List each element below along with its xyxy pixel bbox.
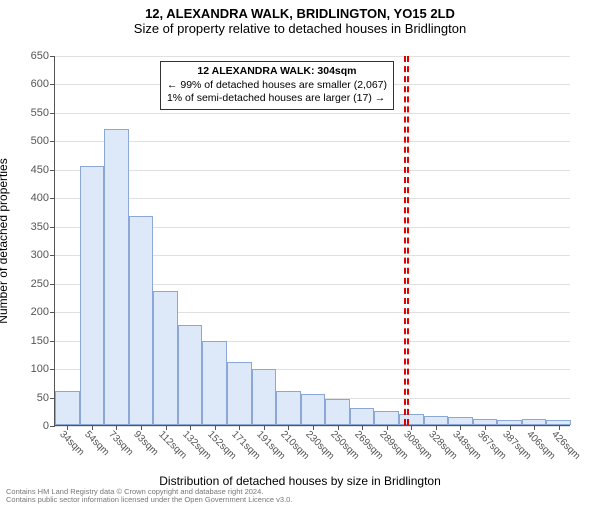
y-tick-label: 250 xyxy=(31,278,49,290)
histogram-bar xyxy=(448,417,473,425)
x-tick-mark xyxy=(362,425,363,430)
histogram-bar xyxy=(129,216,154,425)
x-tick-mark xyxy=(166,425,167,430)
x-tick-mark xyxy=(436,425,437,430)
x-tick-mark xyxy=(460,425,461,430)
info-box-line3: 1% of semi-detached houses are larger (1… xyxy=(167,92,387,106)
x-tick-mark xyxy=(411,425,412,430)
histogram-bar xyxy=(276,391,301,425)
page-title: 12, ALEXANDRA WALK, BRIDLINGTON, YO15 2L… xyxy=(0,6,600,21)
info-box-line2: ← 99% of detached houses are smaller (2,… xyxy=(167,79,387,93)
y-tick-label: 400 xyxy=(31,192,49,204)
info-box-header: 12 ALEXANDRA WALK: 304sqm xyxy=(167,65,387,79)
x-tick-mark xyxy=(387,425,388,430)
y-tick-label: 550 xyxy=(31,107,49,119)
x-tick-mark xyxy=(67,425,68,430)
y-tick-label: 450 xyxy=(31,164,49,176)
histogram-bar xyxy=(350,408,375,425)
x-tick-mark xyxy=(485,425,486,430)
y-tick-label: 100 xyxy=(31,363,49,375)
y-tick-label: 0 xyxy=(43,420,49,432)
histogram-bar xyxy=(374,411,399,425)
histogram-bar xyxy=(546,420,571,425)
x-tick-mark xyxy=(313,425,314,430)
y-tick-label: 600 xyxy=(31,78,49,90)
y-tick-label: 50 xyxy=(37,392,49,404)
y-tick-mark xyxy=(50,426,55,427)
y-tick-label: 300 xyxy=(31,249,49,261)
histogram-bar xyxy=(178,325,203,425)
x-tick-mark xyxy=(559,425,560,430)
x-tick-mark xyxy=(264,425,265,430)
x-tick-label: 73sqm xyxy=(107,429,136,458)
x-tick-mark xyxy=(92,425,93,430)
info-box: 12 ALEXANDRA WALK: 304sqm ← 99% of detac… xyxy=(160,61,394,110)
histogram-bar xyxy=(55,391,80,425)
x-tick-mark xyxy=(288,425,289,430)
y-tick-label: 350 xyxy=(31,221,49,233)
plot-area: 12 ALEXANDRA WALK: 304sqm ← 99% of detac… xyxy=(54,56,570,426)
x-tick-mark xyxy=(239,425,240,430)
histogram-bar xyxy=(497,420,522,425)
histogram-bar xyxy=(202,341,227,425)
x-tick-mark xyxy=(510,425,511,430)
y-tick-label: 200 xyxy=(31,306,49,318)
x-tick-mark xyxy=(190,425,191,430)
histogram-bar xyxy=(473,419,498,425)
x-tick-mark xyxy=(141,425,142,430)
bars-container xyxy=(55,56,570,425)
page-subtitle: Size of property relative to detached ho… xyxy=(0,21,600,36)
histogram-bar xyxy=(301,394,326,425)
y-tick-label: 650 xyxy=(31,50,49,62)
histogram-bar xyxy=(227,362,252,425)
histogram-bar xyxy=(104,129,129,425)
histogram-bar xyxy=(399,414,424,425)
x-tick-mark xyxy=(215,425,216,430)
y-tick-label: 500 xyxy=(31,135,49,147)
y-axis-title: Number of detached properties xyxy=(0,158,10,323)
histogram-chart: 12 ALEXANDRA WALK: 304sqm ← 99% of detac… xyxy=(54,56,570,426)
histogram-bar xyxy=(153,291,178,425)
histogram-bar xyxy=(424,416,449,425)
x-tick-label: 54sqm xyxy=(82,429,111,458)
histogram-bar xyxy=(252,369,277,425)
x-tick-mark xyxy=(338,425,339,430)
y-tick-label: 150 xyxy=(31,335,49,347)
x-tick-mark xyxy=(116,425,117,430)
footer-attribution: Contains HM Land Registry data © Crown c… xyxy=(6,488,292,505)
histogram-bar xyxy=(522,419,547,425)
x-tick-label: 34sqm xyxy=(58,429,87,458)
histogram-bar xyxy=(325,399,350,425)
x-tick-label: 93sqm xyxy=(131,429,160,458)
histogram-bar xyxy=(80,166,105,425)
x-axis-title: Distribution of detached houses by size … xyxy=(0,474,600,488)
x-tick-mark xyxy=(534,425,535,430)
